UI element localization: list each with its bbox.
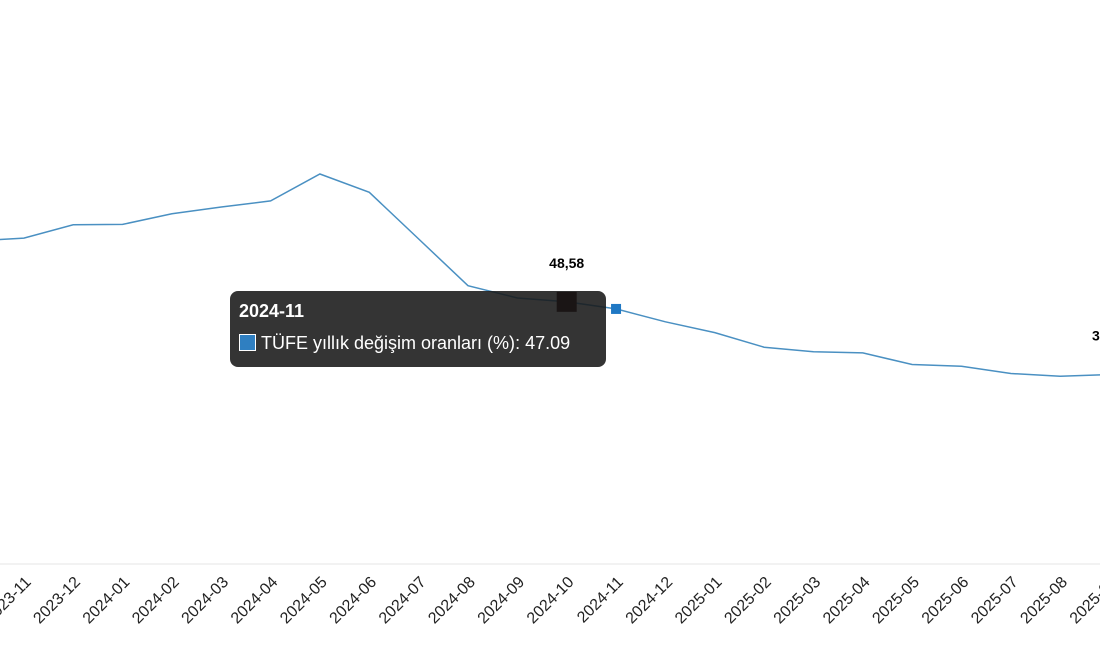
tooltip-value: 47.09 [525, 333, 571, 353]
x-tick-label: 2025-09 [1067, 574, 1100, 628]
x-tick-label: 2024-05 [277, 574, 331, 628]
x-tick-label: 2024-06 [327, 574, 381, 628]
x-tick-label: 2025-04 [820, 574, 874, 628]
x-tick-label: 2024-07 [376, 574, 430, 628]
x-tick-label: 2025-08 [1017, 574, 1071, 628]
tooltip-title: 2024-11 [239, 301, 305, 321]
data-label: 33,29 [1092, 328, 1100, 344]
x-tick-label: 2024-02 [129, 574, 183, 628]
x-tick-label: 2025-07 [968, 574, 1022, 628]
tooltip-series-swatch [239, 334, 256, 351]
x-tick-label: 2024-11 [574, 574, 627, 627]
x-tick-label: 2023-11 [0, 574, 35, 627]
x-tick-label: 2025-01 [672, 574, 726, 628]
x-tick-label: 2024-10 [524, 574, 578, 628]
x-tick-label: 2024-12 [623, 574, 677, 628]
data-label: 48,58 [549, 255, 584, 271]
x-tick-label: 2023-12 [30, 574, 84, 628]
tooltip-row: TÜFE yıllık değişim oranları (%): 47.09 [239, 331, 597, 355]
x-tick-label: 2025-03 [771, 574, 825, 628]
tooltip-separator: : [515, 333, 526, 353]
x-tick-label: 2024-08 [425, 574, 479, 628]
x-tick-label: 2024-09 [475, 574, 529, 628]
x-tick-label: 2024-03 [179, 574, 233, 628]
tooltip: 2024-11 TÜFE yıllık değişim oranları (%)… [230, 291, 606, 367]
tooltip-series-name: TÜFE yıllık değişim oranları (%) [261, 333, 516, 353]
x-tick-label: 2024-01 [80, 574, 134, 628]
active-point-marker [611, 303, 622, 314]
x-tick-label: 2025-02 [721, 574, 775, 628]
x-tick-label: 2024-04 [228, 574, 282, 628]
x-tick-label: 2025-05 [869, 574, 923, 628]
x-tick-label: 2025-06 [919, 574, 973, 628]
